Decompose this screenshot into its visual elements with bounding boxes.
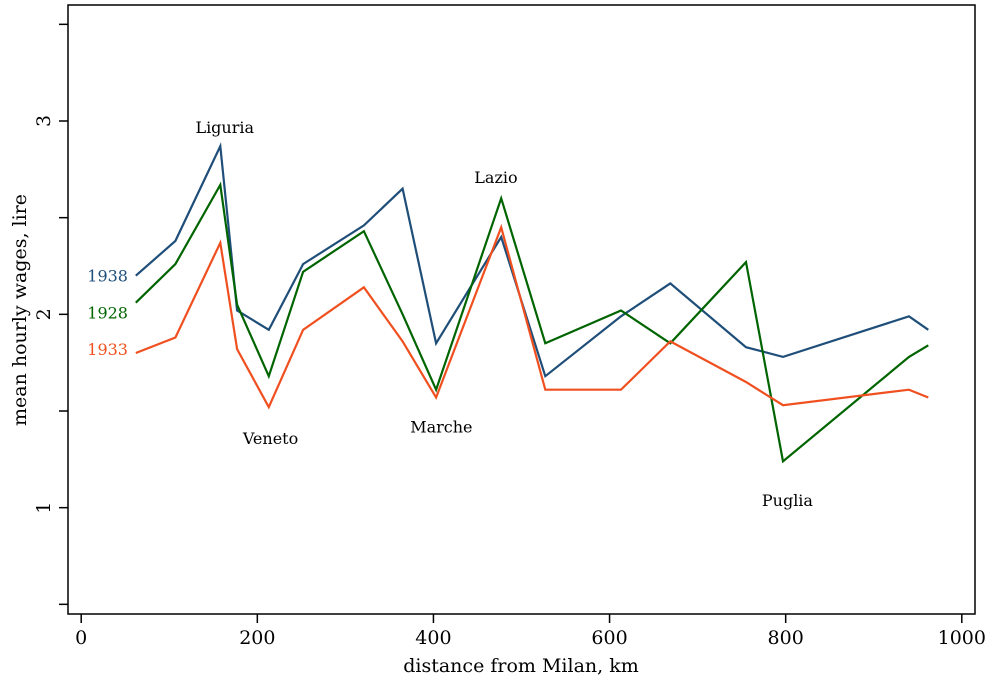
x-tick-label: 200 xyxy=(239,627,275,649)
x-tick-label: 0 xyxy=(75,627,87,649)
series-labels: 1938 1928 1933 xyxy=(87,267,128,359)
plot-frame xyxy=(67,4,976,615)
annotations: Liguria Lazio Veneto Marche Puglia xyxy=(195,118,813,510)
y-tick-label: 1 xyxy=(33,502,55,514)
y-axis-title: mean hourly wages, lire xyxy=(9,194,31,426)
x-tick-label: 400 xyxy=(415,627,451,649)
series-line-1938 xyxy=(135,142,929,379)
series-line-1928 xyxy=(135,181,929,464)
annotation-veneto: Veneto xyxy=(242,429,298,448)
y-tick-label: 2 xyxy=(33,308,55,320)
series-label-1928: 1928 xyxy=(87,303,128,322)
annotation-lazio: Lazio xyxy=(474,168,517,187)
series-label-1938: 1938 xyxy=(87,267,128,286)
x-tick-label: 800 xyxy=(768,627,804,649)
series-line-1933 xyxy=(135,223,929,410)
x-axis: 0 200 400 600 800 1000 xyxy=(75,614,985,649)
annotation-liguria: Liguria xyxy=(195,118,254,137)
x-tick-label: 1000 xyxy=(938,627,985,649)
annotation-marche: Marche xyxy=(410,417,472,436)
series-layer xyxy=(135,142,929,464)
series-label-1933: 1933 xyxy=(87,340,128,359)
y-axis: 1 2 3 xyxy=(33,23,68,606)
y-tick-label: 3 xyxy=(33,115,55,127)
x-axis-title: distance from Milan, km xyxy=(403,655,639,677)
x-tick-label: 600 xyxy=(591,627,627,649)
annotation-puglia: Puglia xyxy=(762,491,814,510)
